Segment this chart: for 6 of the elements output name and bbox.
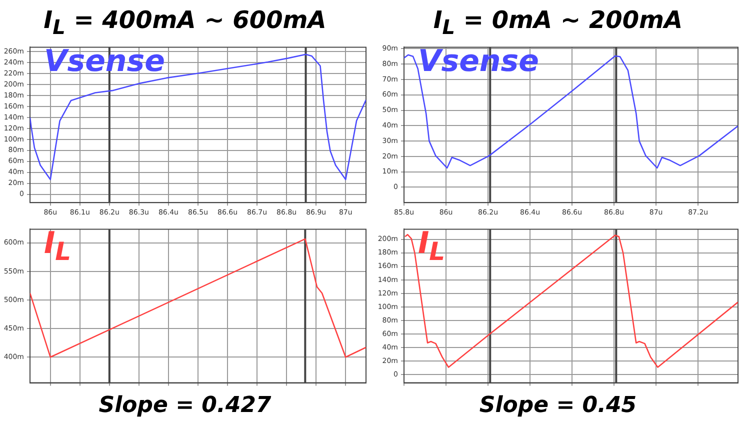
text: Slope = 0.427 [98,392,272,420]
series-label: I$_{L}$ [418,226,446,266]
text: Slope = 0.45 [478,392,638,420]
chart-title: I$_{L}$ = 400mA ~ 600mA [42,5,328,40]
chart-title: I$_{L}$ = 0mA ~ 200mA [432,5,684,40]
series-label: I$_{L}$ [44,226,72,266]
